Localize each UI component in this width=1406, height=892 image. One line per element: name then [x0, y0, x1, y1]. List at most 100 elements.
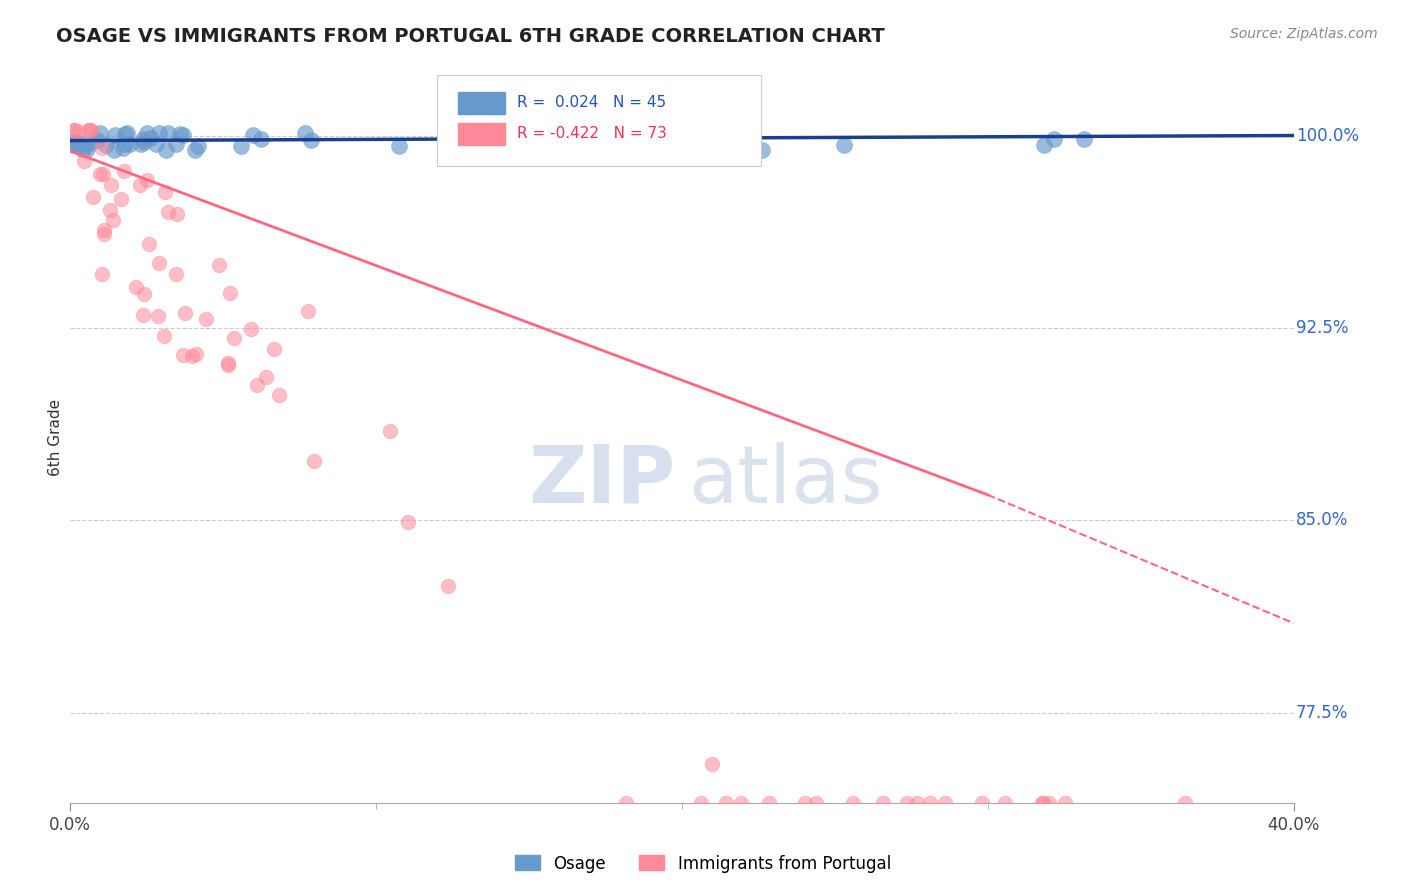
FancyBboxPatch shape	[458, 122, 505, 145]
Point	[112, 163, 135, 178]
Point	[138, 237, 160, 252]
Point	[934, 796, 956, 810]
Text: 92.5%: 92.5%	[1296, 319, 1348, 337]
Point	[66, 124, 89, 138]
Point	[112, 140, 135, 154]
Point	[172, 128, 194, 143]
Point	[72, 154, 94, 169]
Point	[186, 347, 208, 361]
Point	[994, 796, 1017, 810]
FancyBboxPatch shape	[458, 92, 505, 114]
Point	[396, 515, 419, 529]
Point	[1053, 796, 1076, 810]
Point	[380, 424, 402, 438]
Point	[242, 128, 264, 143]
Point	[896, 796, 918, 810]
Text: OSAGE VS IMMIGRANTS FROM PORTUGAL 6TH GRADE CORRELATION CHART: OSAGE VS IMMIGRANTS FROM PORTUGAL 6TH GR…	[56, 27, 884, 45]
Point	[148, 126, 170, 140]
Point	[1032, 796, 1054, 810]
Point	[842, 796, 865, 810]
Point	[91, 167, 114, 181]
Point	[104, 128, 127, 142]
Point	[437, 579, 460, 593]
Point	[240, 322, 263, 336]
Point	[100, 178, 122, 193]
Text: ZIP: ZIP	[529, 442, 676, 520]
Point	[146, 310, 169, 324]
Point	[77, 123, 100, 137]
Point	[155, 185, 177, 199]
Point	[804, 796, 827, 810]
Point	[751, 144, 773, 158]
Point	[156, 204, 179, 219]
Legend: Osage, Immigrants from Portugal: Osage, Immigrants from Portugal	[509, 848, 897, 880]
Point	[1043, 131, 1066, 145]
Point	[547, 132, 569, 146]
Point	[702, 757, 724, 772]
Point	[263, 342, 285, 356]
Text: R =  0.024   N = 45: R = 0.024 N = 45	[517, 95, 666, 111]
Point	[129, 136, 152, 151]
Point	[145, 137, 167, 152]
Point	[62, 137, 84, 152]
Point	[246, 378, 269, 392]
Point	[157, 126, 180, 140]
Point	[80, 123, 103, 137]
Point	[94, 137, 117, 152]
Point	[125, 280, 148, 294]
Point	[714, 796, 737, 810]
Point	[132, 287, 155, 301]
Point	[63, 123, 86, 137]
Point	[217, 356, 239, 370]
Point	[217, 358, 239, 372]
Point	[832, 137, 855, 152]
Point	[972, 796, 994, 810]
Point	[62, 135, 84, 149]
Point	[169, 127, 191, 141]
Text: 77.5%: 77.5%	[1296, 704, 1348, 722]
Point	[93, 223, 115, 237]
Point	[86, 133, 108, 147]
Point	[184, 143, 207, 157]
Point	[297, 304, 319, 318]
Point	[66, 136, 89, 150]
Point	[1033, 137, 1056, 152]
Point	[254, 370, 277, 384]
Point	[110, 193, 132, 207]
Point	[730, 796, 752, 810]
Point	[195, 311, 218, 326]
Point	[129, 178, 152, 193]
Point	[101, 212, 124, 227]
Point	[82, 190, 104, 204]
Point	[614, 796, 637, 810]
Point	[222, 331, 245, 345]
Point	[1038, 796, 1060, 810]
Point	[166, 207, 188, 221]
Point	[155, 143, 177, 157]
Point	[76, 142, 98, 156]
Point	[208, 258, 231, 272]
Point	[114, 127, 136, 141]
Point	[294, 126, 316, 140]
Point	[93, 227, 115, 241]
Point	[114, 137, 136, 152]
Point	[79, 136, 101, 150]
Point	[299, 133, 322, 147]
Point	[1073, 132, 1095, 146]
Point	[250, 132, 273, 146]
Point	[1031, 796, 1053, 810]
Point	[388, 139, 411, 153]
Point	[135, 173, 157, 187]
Point	[219, 285, 242, 300]
Point	[63, 123, 86, 137]
Point	[139, 131, 162, 145]
Point	[304, 453, 326, 467]
Point	[148, 256, 170, 270]
Point	[136, 126, 159, 140]
Point	[758, 796, 780, 810]
Point	[174, 306, 197, 320]
Point	[1174, 796, 1197, 810]
Point	[872, 796, 894, 810]
Point	[70, 142, 93, 156]
Point	[115, 126, 138, 140]
